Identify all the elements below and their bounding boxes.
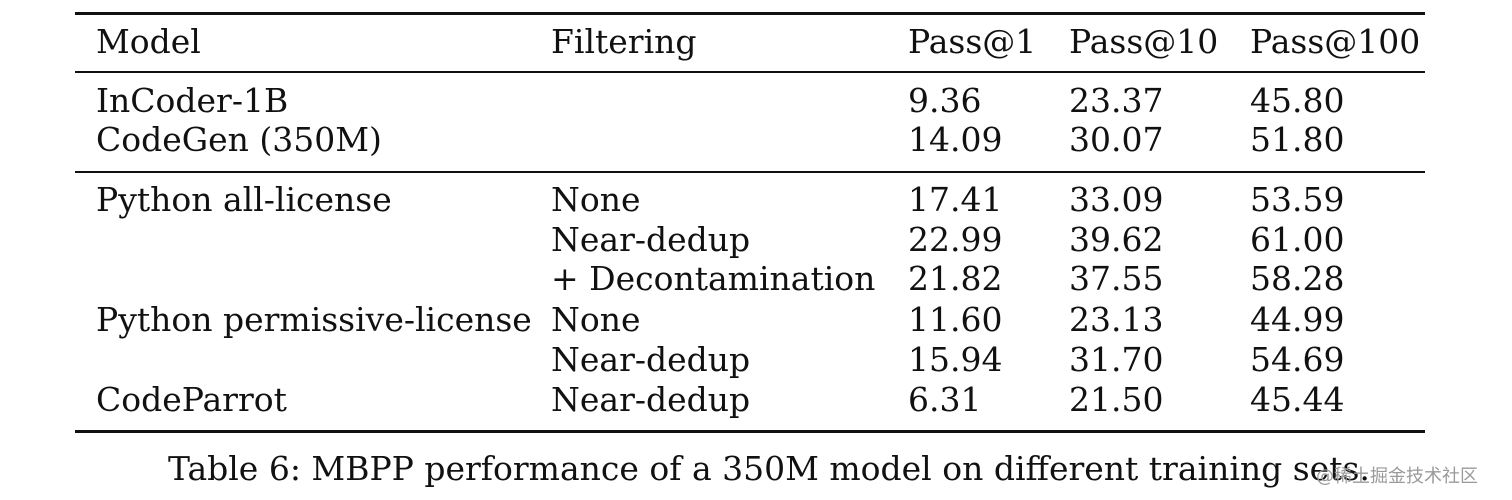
cell-filtering: None bbox=[551, 300, 641, 339]
cell-pass1: 15.94 bbox=[908, 340, 1003, 379]
cell-filtering: + Decontamination bbox=[551, 259, 876, 298]
cell-pass10: 23.13 bbox=[1069, 300, 1164, 339]
table-bottom-rule bbox=[75, 430, 1425, 433]
cell-pass100: 54.69 bbox=[1250, 340, 1345, 379]
cell-pass100: 44.99 bbox=[1250, 300, 1345, 339]
cell-pass1: 22.99 bbox=[908, 220, 1003, 259]
cell-pass100: 53.59 bbox=[1250, 180, 1345, 219]
cell-pass1: 21.82 bbox=[908, 259, 1003, 298]
cell-model: Python all-license bbox=[96, 180, 392, 219]
header-pass10: Pass@10 bbox=[1069, 22, 1219, 61]
cell-pass100: 61.00 bbox=[1250, 220, 1345, 259]
header-pass100: Pass@100 bbox=[1250, 22, 1421, 61]
cell-filtering: Near-dedup bbox=[551, 380, 751, 419]
table-group-rule bbox=[75, 171, 1425, 173]
cell-pass10: 39.62 bbox=[1069, 220, 1164, 259]
cell-pass100: 45.80 bbox=[1250, 81, 1345, 120]
cell-model: CodeParrot bbox=[96, 380, 287, 419]
cell-pass1: 11.60 bbox=[908, 300, 1003, 339]
cell-model: Python permissive-license bbox=[96, 300, 532, 339]
cell-pass10: 37.55 bbox=[1069, 259, 1164, 298]
header-model: Model bbox=[96, 22, 201, 61]
cell-pass1: 17.41 bbox=[908, 180, 1003, 219]
cell-model: InCoder-1B bbox=[96, 81, 289, 120]
table-caption: Table 6: MBPP performance of a 350M mode… bbox=[168, 449, 1370, 488]
cell-pass10: 23.37 bbox=[1069, 81, 1164, 120]
cell-model: CodeGen (350M) bbox=[96, 120, 382, 159]
table-header-rule bbox=[75, 71, 1425, 73]
cell-pass10: 21.50 bbox=[1069, 380, 1164, 419]
cell-pass100: 45.44 bbox=[1250, 380, 1345, 419]
header-pass1: Pass@1 bbox=[908, 22, 1037, 61]
cell-pass100: 51.80 bbox=[1250, 120, 1345, 159]
watermark: @稀土掘金技术社区 bbox=[1316, 466, 1478, 487]
header-filtering: Filtering bbox=[551, 22, 697, 61]
cell-pass10: 30.07 bbox=[1069, 120, 1164, 159]
cell-pass10: 31.70 bbox=[1069, 340, 1164, 379]
cell-pass10: 33.09 bbox=[1069, 180, 1164, 219]
cell-pass1: 14.09 bbox=[908, 120, 1003, 159]
cell-pass1: 6.31 bbox=[908, 380, 982, 419]
cell-filtering: Near-dedup bbox=[551, 220, 751, 259]
cell-pass1: 9.36 bbox=[908, 81, 982, 120]
cell-pass100: 58.28 bbox=[1250, 259, 1345, 298]
cell-filtering: Near-dedup bbox=[551, 340, 751, 379]
table-top-rule bbox=[75, 12, 1425, 15]
cell-filtering: None bbox=[551, 180, 641, 219]
